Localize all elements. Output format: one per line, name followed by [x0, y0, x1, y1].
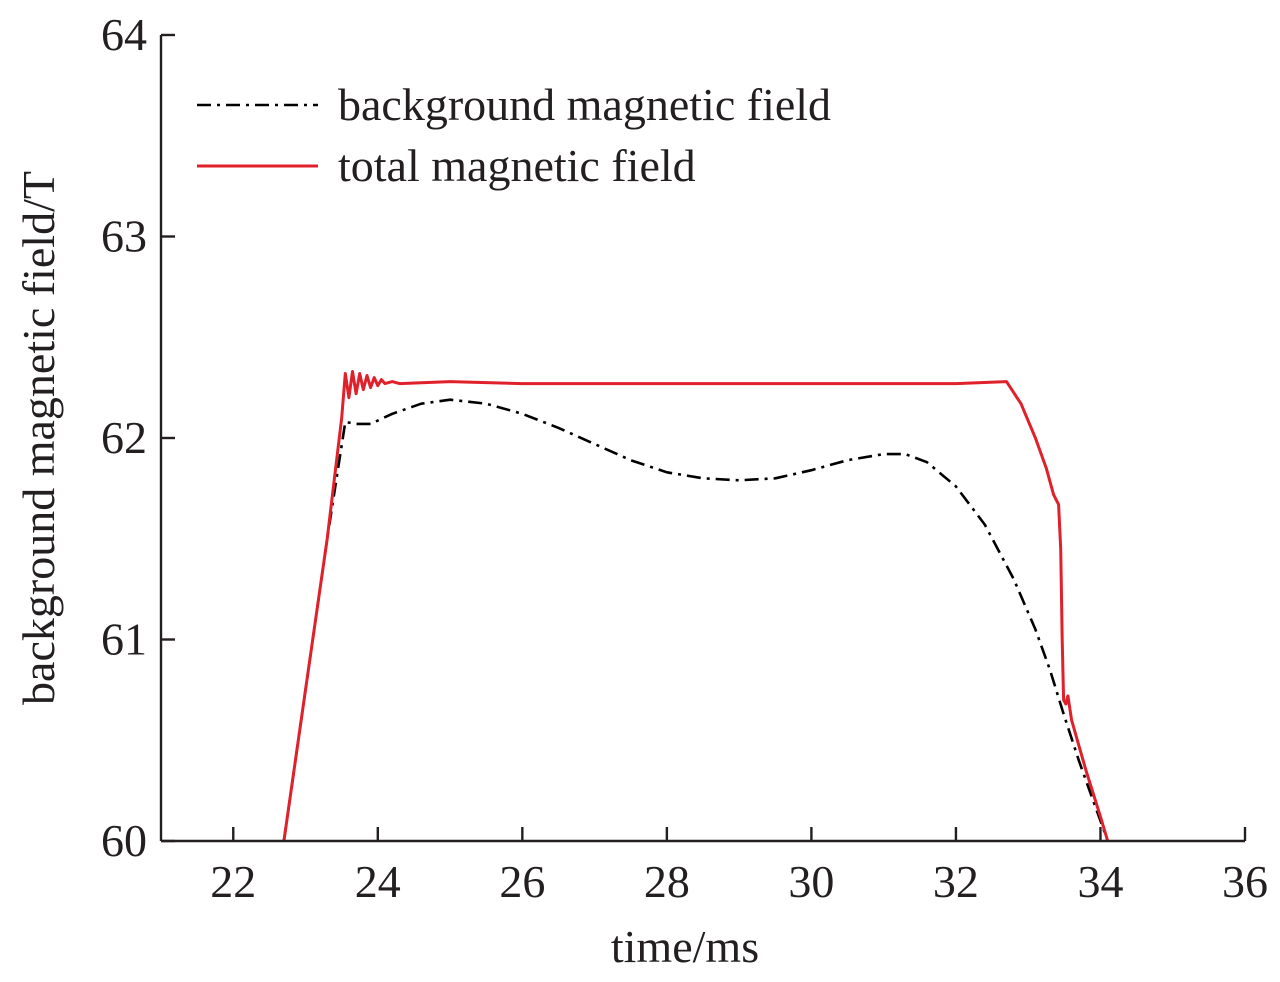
- y-tick-label: 61: [101, 614, 147, 665]
- y-tick-label: 60: [101, 815, 147, 866]
- x-tick-label: 36: [1222, 856, 1268, 907]
- x-tick-label: 26: [499, 856, 545, 907]
- legend: background magnetic field total magnetic …: [197, 79, 831, 191]
- x-axis-label: time/ms: [611, 921, 759, 972]
- x-tick-label: 30: [788, 856, 834, 907]
- y-tick-label: 62: [101, 412, 147, 463]
- y-tick-label: 63: [101, 211, 147, 262]
- y-tick-label: 64: [101, 9, 147, 60]
- x-tick-label: 24: [355, 856, 401, 907]
- legend-label: background magnetic field: [338, 79, 831, 130]
- series-line-total: [282, 370, 1110, 842]
- axes: 22 24 26 28 30 32 34 36 60 61 62 63 64 time/ms backgro…: [13, 9, 1268, 972]
- x-tick-label: 34: [1077, 856, 1123, 907]
- series-line-background: [282, 398, 1109, 842]
- plot-area: [282, 370, 1110, 842]
- x-tick-label: 28: [644, 856, 690, 907]
- y-axis-label: background magnetic field/T: [13, 171, 64, 705]
- x-tick-label: 22: [210, 856, 256, 907]
- x-tick-label: 32: [933, 856, 979, 907]
- legend-label: total magnetic field: [338, 140, 696, 191]
